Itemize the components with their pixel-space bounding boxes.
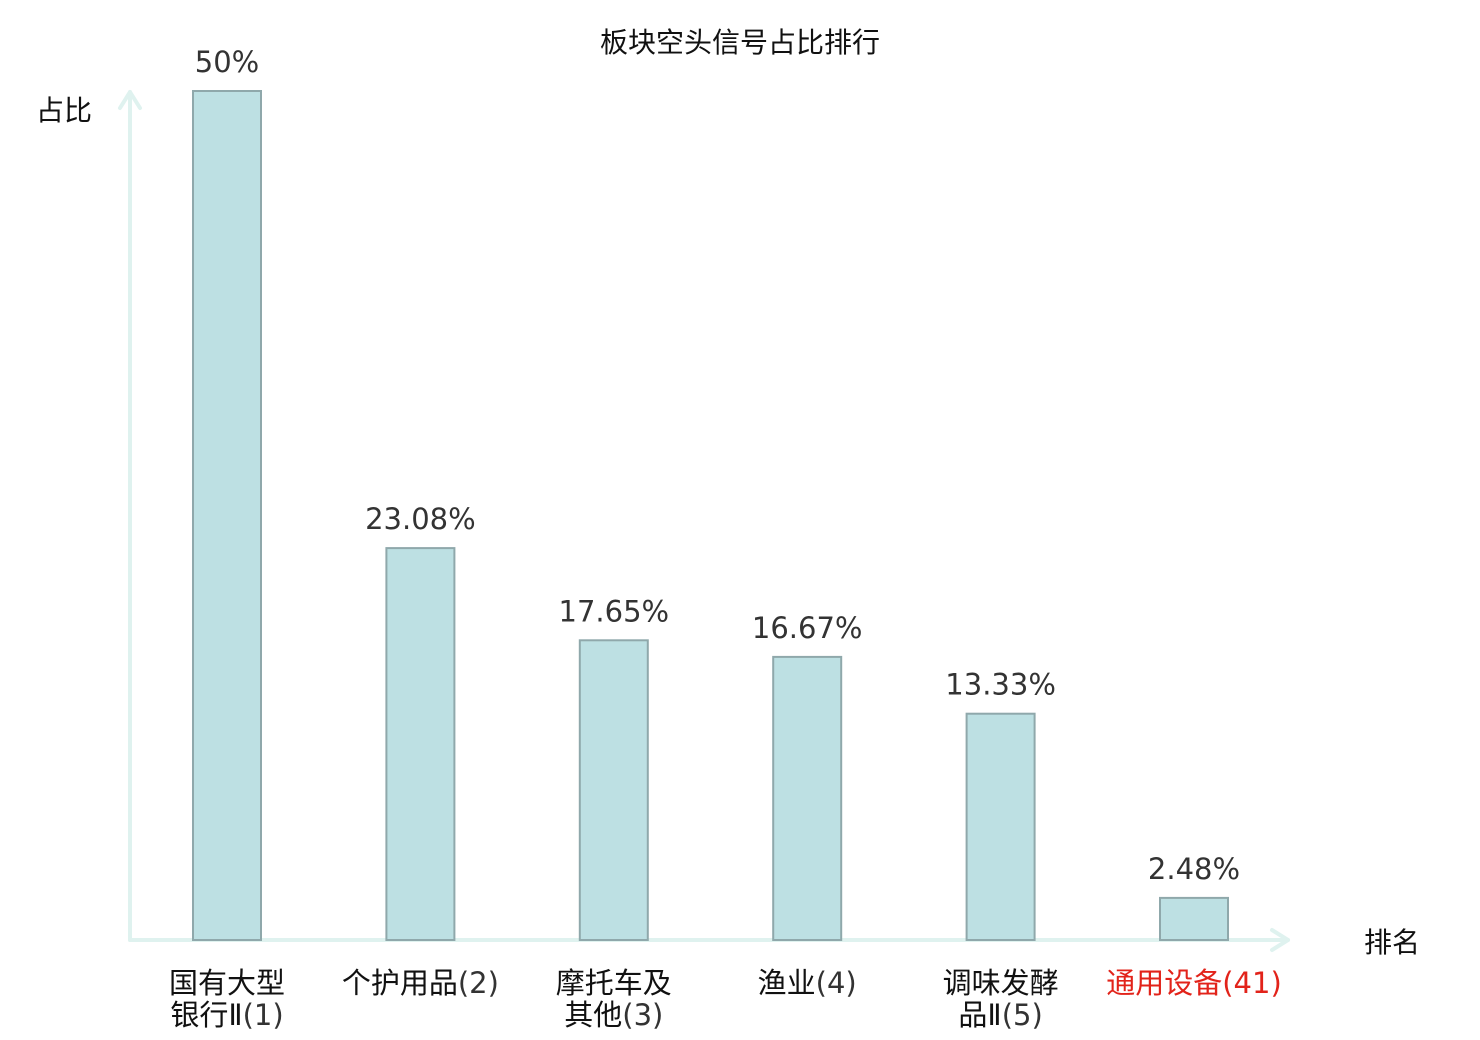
value-label-3: 17.65% — [559, 594, 670, 628]
bar-4 — [772, 655, 843, 942]
tick-label-4: 渔业(4) — [758, 966, 857, 1000]
value-label-2: 23.08% — [365, 502, 476, 536]
bars-group — [192, 90, 1229, 942]
y-axis-label: 占比 — [36, 94, 92, 127]
value-label-1: 50% — [195, 45, 259, 79]
value-label-4: 16.67% — [752, 611, 863, 645]
x-axis-label: 排名 — [1364, 926, 1420, 959]
x-axis — [128, 928, 1290, 952]
value-label-6: 2.48% — [1148, 852, 1240, 886]
bar-6 — [1159, 896, 1229, 942]
y-axis — [118, 90, 142, 942]
bar-2 — [385, 547, 456, 941]
value-label-5: 13.33% — [945, 668, 1056, 702]
tick-label-1: 国有大型银行Ⅱ(1) — [169, 966, 285, 1032]
tick-label-5: 调味发酵品Ⅱ(5) — [943, 966, 1059, 1032]
value-labels-group: 50% 23.08% 17.65% 16.67% 13.33% 2.48% — [195, 45, 1240, 886]
bar-1 — [192, 90, 262, 941]
bar-3 — [578, 639, 649, 941]
tick-label-2: 个护用品(2) — [342, 966, 499, 1000]
tick-label-6: 通用设备(41) — [1106, 966, 1282, 1000]
tick-label-3: 摩托车及其他(3) — [556, 966, 672, 1032]
tick-labels-group: 国有大型银行Ⅱ(1) 个护用品(2) 摩托车及其他(3) 渔业(4) 调味发酵品Ⅱ(5)… — [169, 966, 1282, 1032]
chart-title: 板块空头信号占比排行 — [600, 26, 880, 59]
bar-5 — [965, 712, 1036, 942]
